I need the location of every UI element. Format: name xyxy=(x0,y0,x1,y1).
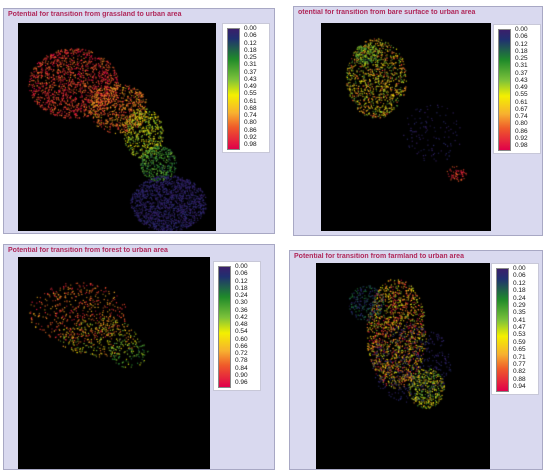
legend-tick-label: 0.67 xyxy=(515,105,528,113)
legend-tick-label: 0.00 xyxy=(515,26,528,33)
panel-grassland: Potential for transition from grassland … xyxy=(3,8,275,234)
legend-tick-label: 0.77 xyxy=(513,360,526,368)
legend-tick-label: 0.98 xyxy=(515,142,528,149)
legend-tick-label: 0.24 xyxy=(235,292,248,299)
legend-tick-label: 0.29 xyxy=(513,301,526,309)
color-ramp xyxy=(496,268,509,392)
legend-tick-label: 0.88 xyxy=(513,375,526,383)
legend: 0.00 0.06 0.12 0.18 0.25 0.31 0.37 0.43 0.49 0.55… xyxy=(493,24,541,154)
map-canvas xyxy=(316,263,490,469)
legend-tick-label: 0.06 xyxy=(244,32,257,40)
transition-map xyxy=(316,263,490,469)
legend-tick-label: 0.47 xyxy=(513,324,526,331)
legend-tick-label: 0.61 xyxy=(515,98,528,106)
legend-tick-label: 0.00 xyxy=(244,25,257,32)
legend-tick-label: 0.00 xyxy=(235,263,248,270)
legend-tick-label: 0.66 xyxy=(235,342,248,350)
legend-tick-label: 0.71 xyxy=(513,353,526,361)
legend-tick-label: 0.37 xyxy=(515,69,528,77)
legend-tick-label: 0.25 xyxy=(244,54,257,61)
legend-tick-label: 0.82 xyxy=(513,368,526,376)
color-ramp xyxy=(498,29,511,151)
legend-tick-label: 0.98 xyxy=(244,141,257,148)
map-canvas xyxy=(18,23,216,231)
legend-tick-label: 0.06 xyxy=(515,33,528,41)
legend-tick-label: 0.12 xyxy=(235,277,248,285)
legend-tick-label: 0.37 xyxy=(244,68,257,76)
panel-title: Potential for transition from farmland t… xyxy=(294,253,464,260)
transition-map xyxy=(321,23,491,231)
legend-tick-label: 0.25 xyxy=(515,55,528,62)
panel-title: Potential for transition from forest to … xyxy=(8,247,168,254)
legend-tick-label: 0.35 xyxy=(513,309,526,317)
legend-tick-label: 0.92 xyxy=(515,134,528,142)
legend-tick-label: 0.59 xyxy=(513,338,526,346)
legend-tick-label: 0.68 xyxy=(244,104,257,112)
legend-tick-label: 0.12 xyxy=(515,40,528,48)
panel-title: otential for transition from bare surfac… xyxy=(298,9,476,16)
panel-forest: Potential for transition from forest to … xyxy=(3,244,275,470)
legend-tick-label: 0.53 xyxy=(513,331,526,339)
legend-tick-label: 0.43 xyxy=(515,76,528,84)
legend-tick-label: 0.00 xyxy=(513,265,526,272)
legend-tick-label: 0.42 xyxy=(235,313,248,321)
legend-tick-label: 0.55 xyxy=(515,91,528,99)
legend-tick-label: 0.31 xyxy=(244,61,257,69)
legend: 0.00 0.06 0.12 0.18 0.25 0.31 0.37 0.43 0.49 0.55… xyxy=(222,23,270,153)
legend-tick-label: 0.06 xyxy=(513,272,526,280)
transition-map xyxy=(18,257,210,469)
map-canvas xyxy=(18,257,210,469)
legend-tick-label: 0.60 xyxy=(235,335,248,343)
color-ramp xyxy=(227,28,240,150)
legend-tick-label: 0.90 xyxy=(235,371,248,379)
legend-tick-label: 0.78 xyxy=(235,357,248,365)
legend-tick-label: 0.84 xyxy=(235,364,248,372)
legend-tick-label: 0.30 xyxy=(235,299,248,307)
legend-tick-label: 0.86 xyxy=(244,126,257,134)
legend-tick-label: 0.24 xyxy=(513,294,526,302)
panel-title: Potential for transition from grassland … xyxy=(8,11,182,18)
legend-tick-label: 0.74 xyxy=(515,113,528,120)
legend-tick-label: 0.48 xyxy=(235,321,248,328)
legend-tick-label: 0.49 xyxy=(244,83,257,90)
legend-tick-label: 0.18 xyxy=(515,47,528,55)
legend-tick-label: 0.12 xyxy=(244,39,257,47)
legend-tick-label: 0.49 xyxy=(515,84,528,91)
legend-tick-label: 0.18 xyxy=(513,287,526,295)
panel-bare-surface: otential for transition from bare surfac… xyxy=(293,6,543,236)
legend: 0.00 0.06 0.12 0.18 0.24 0.30 0.36 0.42 0.48 0.54… xyxy=(213,261,261,391)
legend-tick-label: 0.96 xyxy=(235,379,248,386)
legend-tick-label: 0.74 xyxy=(244,112,257,119)
legend-tick-label: 0.80 xyxy=(244,119,257,127)
legend-tick-label: 0.55 xyxy=(244,90,257,98)
legend-tick-label: 0.36 xyxy=(235,306,248,314)
legend-tick-label: 0.61 xyxy=(244,97,257,105)
legend-tick-label: 0.43 xyxy=(244,75,257,83)
legend-tick-label: 0.06 xyxy=(235,270,248,278)
legend-tick-label: 0.18 xyxy=(235,284,248,292)
legend-tick-label: 0.92 xyxy=(244,133,257,141)
legend-tick-label: 0.86 xyxy=(515,127,528,135)
legend-tick-label: 0.80 xyxy=(515,120,528,128)
legend-tick-label: 0.65 xyxy=(513,346,526,354)
legend-tick-label: 0.72 xyxy=(235,350,248,357)
panel-farmland: Potential for transition from farmland t… xyxy=(289,250,543,470)
color-ramp xyxy=(218,266,231,388)
legend-tick-label: 0.54 xyxy=(235,328,248,336)
legend: 0.00 0.06 0.12 0.18 0.24 0.29 0.35 0.41 0.47 0.53… xyxy=(491,263,539,395)
legend-tick-label: 0.12 xyxy=(513,279,526,287)
legend-tick-label: 0.31 xyxy=(515,62,528,70)
legend-tick-label: 0.41 xyxy=(513,316,526,324)
transition-map xyxy=(18,23,216,231)
legend-tick-label: 0.18 xyxy=(244,46,257,54)
legend-tick-label: 0.94 xyxy=(513,383,526,390)
map-canvas xyxy=(321,23,491,231)
